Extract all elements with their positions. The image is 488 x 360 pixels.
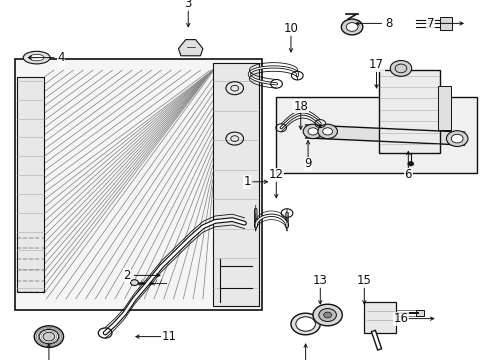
Circle shape (446, 131, 467, 147)
Circle shape (130, 280, 138, 285)
Bar (439, 17, 451, 30)
Bar (437, 86, 450, 130)
Text: 15: 15 (356, 274, 371, 287)
Text: 6: 6 (404, 168, 411, 181)
Text: 16: 16 (393, 312, 407, 325)
Ellipse shape (23, 51, 50, 64)
Ellipse shape (29, 54, 44, 61)
Circle shape (303, 124, 322, 139)
Text: 8: 8 (384, 17, 392, 30)
Circle shape (39, 329, 59, 344)
Polygon shape (178, 40, 203, 56)
Circle shape (389, 60, 411, 76)
Circle shape (322, 128, 332, 135)
Circle shape (407, 162, 413, 166)
Text: 7: 7 (426, 17, 433, 30)
Text: 3: 3 (184, 0, 192, 10)
Circle shape (346, 23, 357, 31)
Text: 10: 10 (283, 22, 298, 35)
Circle shape (318, 309, 336, 321)
Circle shape (450, 134, 462, 143)
Bar (364, 302, 395, 333)
Text: 2: 2 (123, 269, 131, 282)
Bar (212, 63, 259, 306)
Bar (276, 97, 476, 173)
Circle shape (312, 304, 342, 326)
Circle shape (307, 128, 317, 135)
Text: 13: 13 (312, 274, 327, 287)
Text: 11: 11 (161, 330, 176, 343)
Circle shape (323, 312, 331, 318)
Text: 9: 9 (304, 157, 311, 170)
Bar (378, 70, 439, 153)
Bar (17, 77, 44, 292)
Text: 1: 1 (243, 175, 250, 188)
Text: 4: 4 (57, 51, 65, 64)
Circle shape (341, 19, 362, 35)
Bar (15, 59, 261, 310)
Text: 12: 12 (268, 168, 283, 181)
Text: 18: 18 (293, 100, 307, 113)
Circle shape (290, 313, 320, 335)
Text: 17: 17 (368, 58, 383, 71)
Circle shape (34, 326, 63, 347)
Circle shape (295, 317, 315, 331)
Bar (415, 310, 424, 316)
Circle shape (317, 124, 337, 139)
Circle shape (43, 332, 55, 341)
